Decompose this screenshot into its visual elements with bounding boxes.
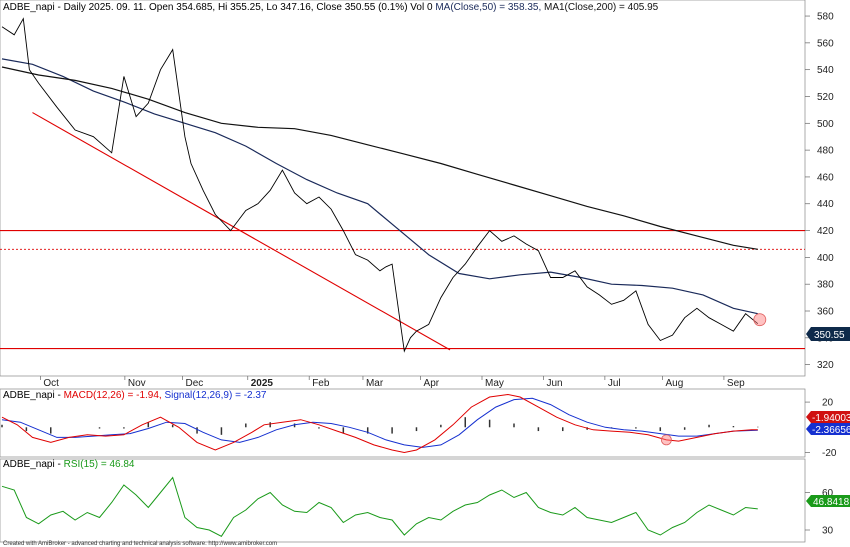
rsi-badge: 46.8418 [806, 495, 850, 508]
ma200-legend: MA1(Close,200) = 405.95 [544, 2, 659, 13]
price-header: ADBE_napi - Daily 2025. 09. 11. Open 354… [3, 2, 659, 13]
rsi-header-prefix: ADBE_napi - [3, 459, 64, 470]
price-panel [0, 0, 806, 377]
series-ma1-close-200- [1, 66, 758, 250]
macd-tick-label: 20 [822, 398, 834, 409]
series-ma-close-50- [1, 58, 758, 315]
x-tick-label: May [485, 378, 504, 389]
x-tick-label: Nov [128, 378, 146, 389]
rsi-panel [0, 458, 806, 543]
macd-cross-marker [660, 434, 672, 446]
price-tick-label: 520 [817, 92, 834, 103]
price-header-prefix: ADBE_napi - Daily 2025. 09. 11. Open 354… [3, 2, 435, 13]
rsi-legend: RSI(15) = 46.84 [64, 459, 135, 470]
price-badge-text: 350.55 [814, 330, 845, 341]
macd-header-prefix: ADBE_napi - [3, 390, 64, 401]
x-tick-label: Jun [546, 378, 562, 389]
signal-badge-text: -2.36656 [812, 425, 850, 436]
price-tick-label: 320 [817, 360, 834, 371]
x-tick-label: Feb [312, 378, 330, 389]
footer-credit: Created with AmiBroker - advanced charti… [3, 541, 277, 547]
x-tick-label: Jul [608, 378, 621, 389]
x-tick-label: Mar [366, 378, 384, 389]
x-tick-label: Aug [665, 378, 683, 389]
macd-lines: 20 -20 [1, 393, 837, 459]
price-lines [0, 17, 805, 353]
x-axis-labels: Oct Nov Dec 2025 Feb Mar Apr May Jun Jul Aug Sep [40, 376, 745, 389]
series-signal [1, 397, 758, 448]
macd-legend: MACD(12,26) = -1.94, [64, 390, 165, 401]
price-badge: 350.55 [806, 327, 850, 341]
price-tick-label: 420 [817, 226, 834, 237]
price-gridlines [805, 15, 810, 365]
signal-legend: Signal(12,26,9) = -2.37 [164, 390, 266, 401]
price-tick-label: 580 [817, 12, 834, 23]
x-tick-label: Oct [43, 378, 59, 389]
price-tick-label: 400 [817, 253, 834, 264]
series-rsi [1, 476, 758, 537]
price-tick-label: 560 [817, 38, 834, 49]
price-tick-label: 440 [817, 199, 834, 210]
price-tick-label: 500 [817, 119, 834, 130]
last-price-marker [753, 313, 767, 327]
trendline [32, 112, 451, 351]
x-tick-label: Apr [424, 378, 440, 389]
price-tick-label: 540 [817, 65, 834, 76]
x-tick-label: Dec [185, 378, 203, 389]
series-close [1, 17, 759, 353]
rsi-tick-label: 30 [822, 526, 834, 537]
price-tick-label: 380 [817, 280, 834, 291]
rsi-tick-label: 60 [822, 488, 834, 499]
macd-badge-text: -1.94003 [812, 413, 850, 424]
price-tick-label: 360 [817, 307, 834, 318]
macd-panel [0, 388, 806, 458]
x-tick-label: Sep [727, 378, 745, 389]
signal-badge: -2.36656 [806, 423, 850, 436]
rsi-badge-text: 46.8418 [813, 497, 850, 508]
price-tick-label: 480 [817, 146, 834, 157]
x-tick-label: 2025 [251, 378, 274, 389]
macd-badge: -1.94003 [806, 411, 850, 424]
rsi-header: ADBE_napi - RSI(15) = 46.84 [3, 459, 135, 470]
price-axis-ticks: 5805605405205004804604404204003803603403… [817, 12, 834, 372]
price-tick-label: 460 [817, 172, 834, 183]
macd-header: ADBE_napi - MACD(12,26) = -1.94, Signal(… [3, 390, 267, 401]
series-macd [1, 393, 758, 454]
rsi-lines: 60 30 [1, 476, 834, 537]
macd-tick-label: -20 [822, 448, 837, 459]
ma50-legend: MA(Close,50) = 358.35, [435, 2, 544, 13]
